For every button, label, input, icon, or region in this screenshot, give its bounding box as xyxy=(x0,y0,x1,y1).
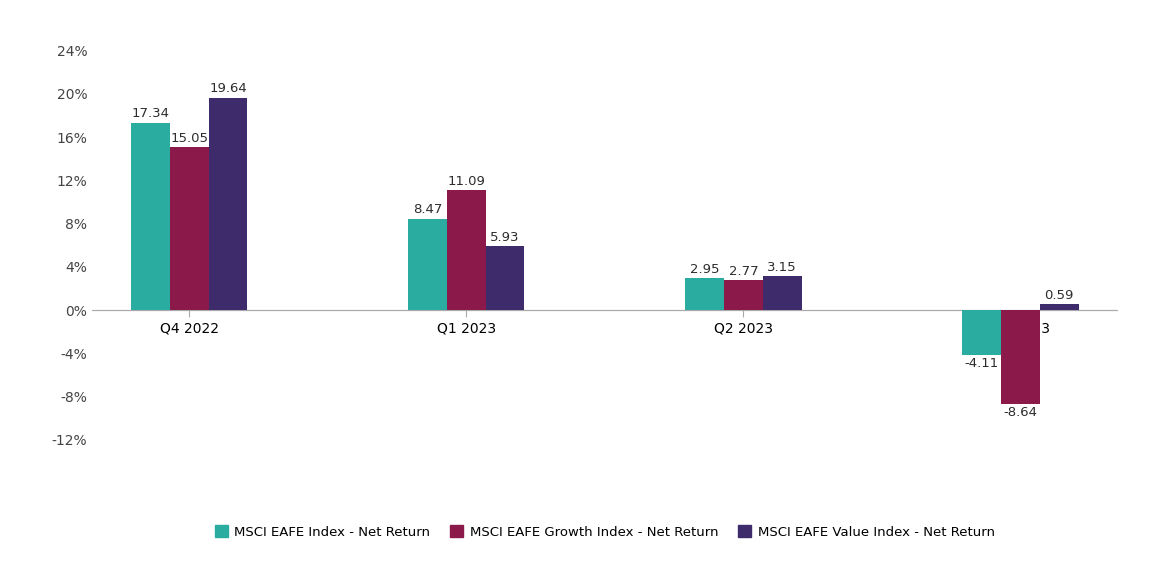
Text: -4.11: -4.11 xyxy=(964,357,999,370)
Text: 0.59: 0.59 xyxy=(1045,288,1074,302)
Bar xyxy=(131,122,169,310)
Bar xyxy=(763,276,802,310)
Text: 2.95: 2.95 xyxy=(690,263,719,276)
Text: 17.34: 17.34 xyxy=(131,107,169,121)
Bar xyxy=(486,246,524,310)
Text: -8.64: -8.64 xyxy=(1003,406,1038,419)
Text: 5.93: 5.93 xyxy=(491,231,520,244)
Text: 19.64: 19.64 xyxy=(209,83,247,96)
Bar xyxy=(1040,304,1078,310)
Text: 8.47: 8.47 xyxy=(412,203,442,216)
Text: 15.05: 15.05 xyxy=(170,132,209,145)
Bar xyxy=(723,280,763,310)
Bar xyxy=(169,147,209,310)
Legend: MSCI EAFE Index - Net Return, MSCI EAFE Growth Index - Net Return, MSCI EAFE Val: MSCI EAFE Index - Net Return, MSCI EAFE … xyxy=(210,520,1000,544)
Text: 11.09: 11.09 xyxy=(447,175,485,188)
Bar xyxy=(408,219,447,310)
Bar xyxy=(685,278,723,310)
Text: 2.77: 2.77 xyxy=(728,265,758,278)
Text: 3.15: 3.15 xyxy=(767,261,797,274)
Bar xyxy=(209,98,248,310)
Bar xyxy=(962,310,1001,355)
Bar xyxy=(447,190,486,310)
Bar xyxy=(1001,310,1040,404)
